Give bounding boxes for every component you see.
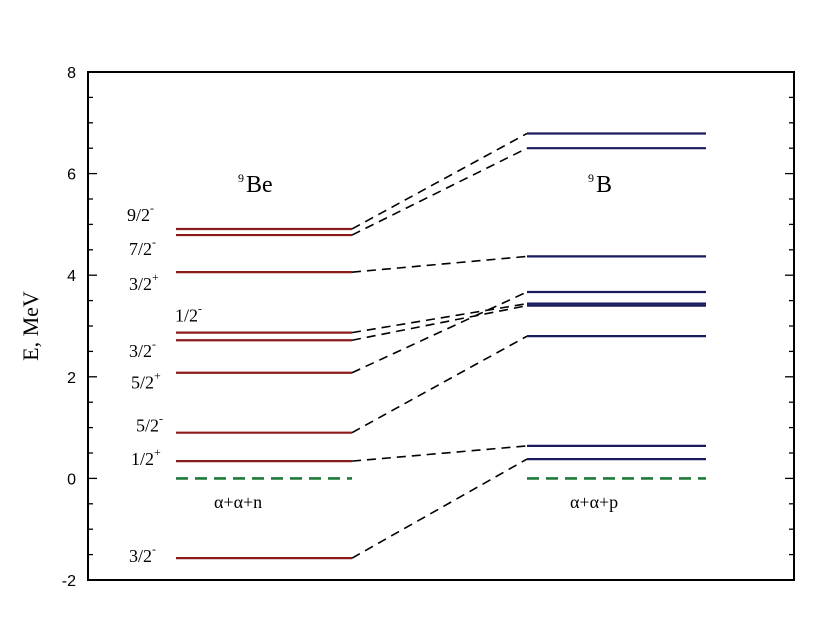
- be9-level-label: 3/2-: [129, 542, 156, 566]
- b9-symbol: B: [596, 172, 612, 198]
- level-spin: 7/2: [129, 239, 152, 259]
- level-spin: 5/2: [136, 416, 159, 436]
- level-connector: [351, 304, 528, 342]
- b9-levels: [527, 132, 706, 461]
- y-tick-labels: -2 0 2 4 6 8: [62, 65, 76, 590]
- level-parity: +: [154, 369, 161, 383]
- level-connector: [351, 255, 528, 273]
- level-spin: 3/2: [129, 274, 152, 294]
- be9-level-label: 5/2+: [131, 369, 161, 393]
- be9-level-labels: 3/2-1/2+5/2-5/2+3/2-1/2-3/2+7/2-9/2-: [127, 201, 202, 566]
- level-spin: 1/2: [131, 449, 154, 469]
- y-tick-label: 6: [67, 167, 76, 184]
- level-connectors: [176, 132, 706, 559]
- be9-level-label: 7/2-: [129, 235, 156, 259]
- level-parity: +: [152, 270, 159, 284]
- be9-level-label: 1/2-: [175, 302, 202, 326]
- be9-level-label: 3/2+: [129, 270, 159, 294]
- level-connector: [351, 445, 528, 462]
- level-connector: [351, 458, 528, 559]
- y-tick-label: 8: [67, 65, 76, 82]
- be9-levels: [176, 227, 352, 560]
- be9-nucleus-label: 9Be: [238, 171, 273, 198]
- level-parity: -: [150, 201, 154, 215]
- level-spin: 3/2: [129, 546, 152, 566]
- be9-mass-number: 9: [238, 171, 244, 185]
- b9-threshold-label: α+α+p: [570, 492, 618, 512]
- be9-level-label: 3/2-: [129, 337, 156, 361]
- level-connector: [351, 291, 528, 374]
- level-connector: [351, 132, 528, 230]
- axis-ticks: [88, 71, 794, 581]
- y-tick-label: 0: [67, 471, 76, 488]
- level-connector: [351, 302, 528, 334]
- be9-level-label: 1/2+: [131, 445, 161, 469]
- level-parity: -: [198, 302, 202, 316]
- be9-level-label: 9/2-: [127, 201, 154, 225]
- level-spin: 5/2: [131, 373, 154, 393]
- y-tick-label: -2: [62, 573, 76, 590]
- b9-nucleus-label: 9B: [588, 171, 612, 198]
- y-tick-label: 4: [67, 268, 76, 285]
- level-spin: 3/2: [129, 341, 152, 361]
- level-spin: 1/2: [175, 306, 198, 326]
- be9-threshold-label: α+α+n: [214, 492, 262, 512]
- level-connector: [351, 147, 528, 236]
- be9-symbol: Be: [246, 172, 273, 198]
- level-connector: [351, 335, 528, 434]
- level-spin: 9/2: [127, 205, 150, 225]
- y-tick-label: 2: [67, 370, 76, 387]
- level-parity: -: [152, 337, 156, 351]
- be9-level-label: 5/2-: [136, 412, 163, 436]
- level-parity: -: [152, 235, 156, 249]
- y-axis-title: E, MeV: [18, 291, 43, 361]
- level-parity: +: [154, 445, 161, 459]
- level-parity: -: [159, 412, 163, 426]
- level-parity: -: [152, 542, 156, 556]
- b9-mass-number: 9: [588, 171, 594, 185]
